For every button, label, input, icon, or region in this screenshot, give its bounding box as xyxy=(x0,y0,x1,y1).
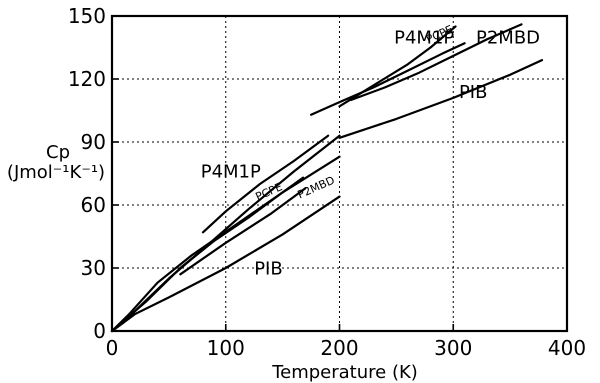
series-line-p4m1p xyxy=(201,134,330,234)
y-tick-label: 30 xyxy=(81,256,106,280)
y-tick-label: 60 xyxy=(81,193,106,217)
series-label-pib: PIB xyxy=(459,82,488,103)
series-label-p4m1p: P4M1P xyxy=(394,27,454,48)
series-label-pib: PIB xyxy=(254,258,283,279)
y-axis-title-line2: (Jmol⁻¹K⁻¹) xyxy=(7,162,105,183)
series-label-p4m1p: P4M1P xyxy=(201,162,261,183)
series-line-pib xyxy=(338,59,544,139)
y-tick-label: 0 xyxy=(93,319,106,343)
series-line-pcpe xyxy=(310,42,466,116)
y-tick-label: 120 xyxy=(68,67,106,91)
series-label-pcpe: PCPE xyxy=(254,180,285,203)
series-line-p2mbd xyxy=(349,23,523,102)
series-line-pcpe xyxy=(110,176,305,333)
series-line-pib xyxy=(110,195,341,333)
y-tick-label: 150 xyxy=(68,4,106,28)
x-tick-label: 100 xyxy=(207,336,245,360)
x-tick-label: 0 xyxy=(106,336,119,360)
x-tick-label: 300 xyxy=(434,336,472,360)
x-tick-label: 200 xyxy=(320,336,358,360)
x-tick-label: 400 xyxy=(548,336,586,360)
series-group xyxy=(110,23,544,333)
y-tick-label: 90 xyxy=(81,130,106,154)
series-label-p2mbd: P2MBD xyxy=(476,27,540,48)
x-axis-title: Temperature (K) xyxy=(271,362,418,383)
plot-frame xyxy=(110,14,569,333)
grid-lines xyxy=(112,16,567,331)
y-axis-title-line1: Cp xyxy=(46,142,70,163)
axes xyxy=(110,14,569,333)
ticks: 0 100 200 300 400 0 30 60 90 120 150 xyxy=(68,4,586,360)
series-line-p2mbd xyxy=(179,187,307,276)
